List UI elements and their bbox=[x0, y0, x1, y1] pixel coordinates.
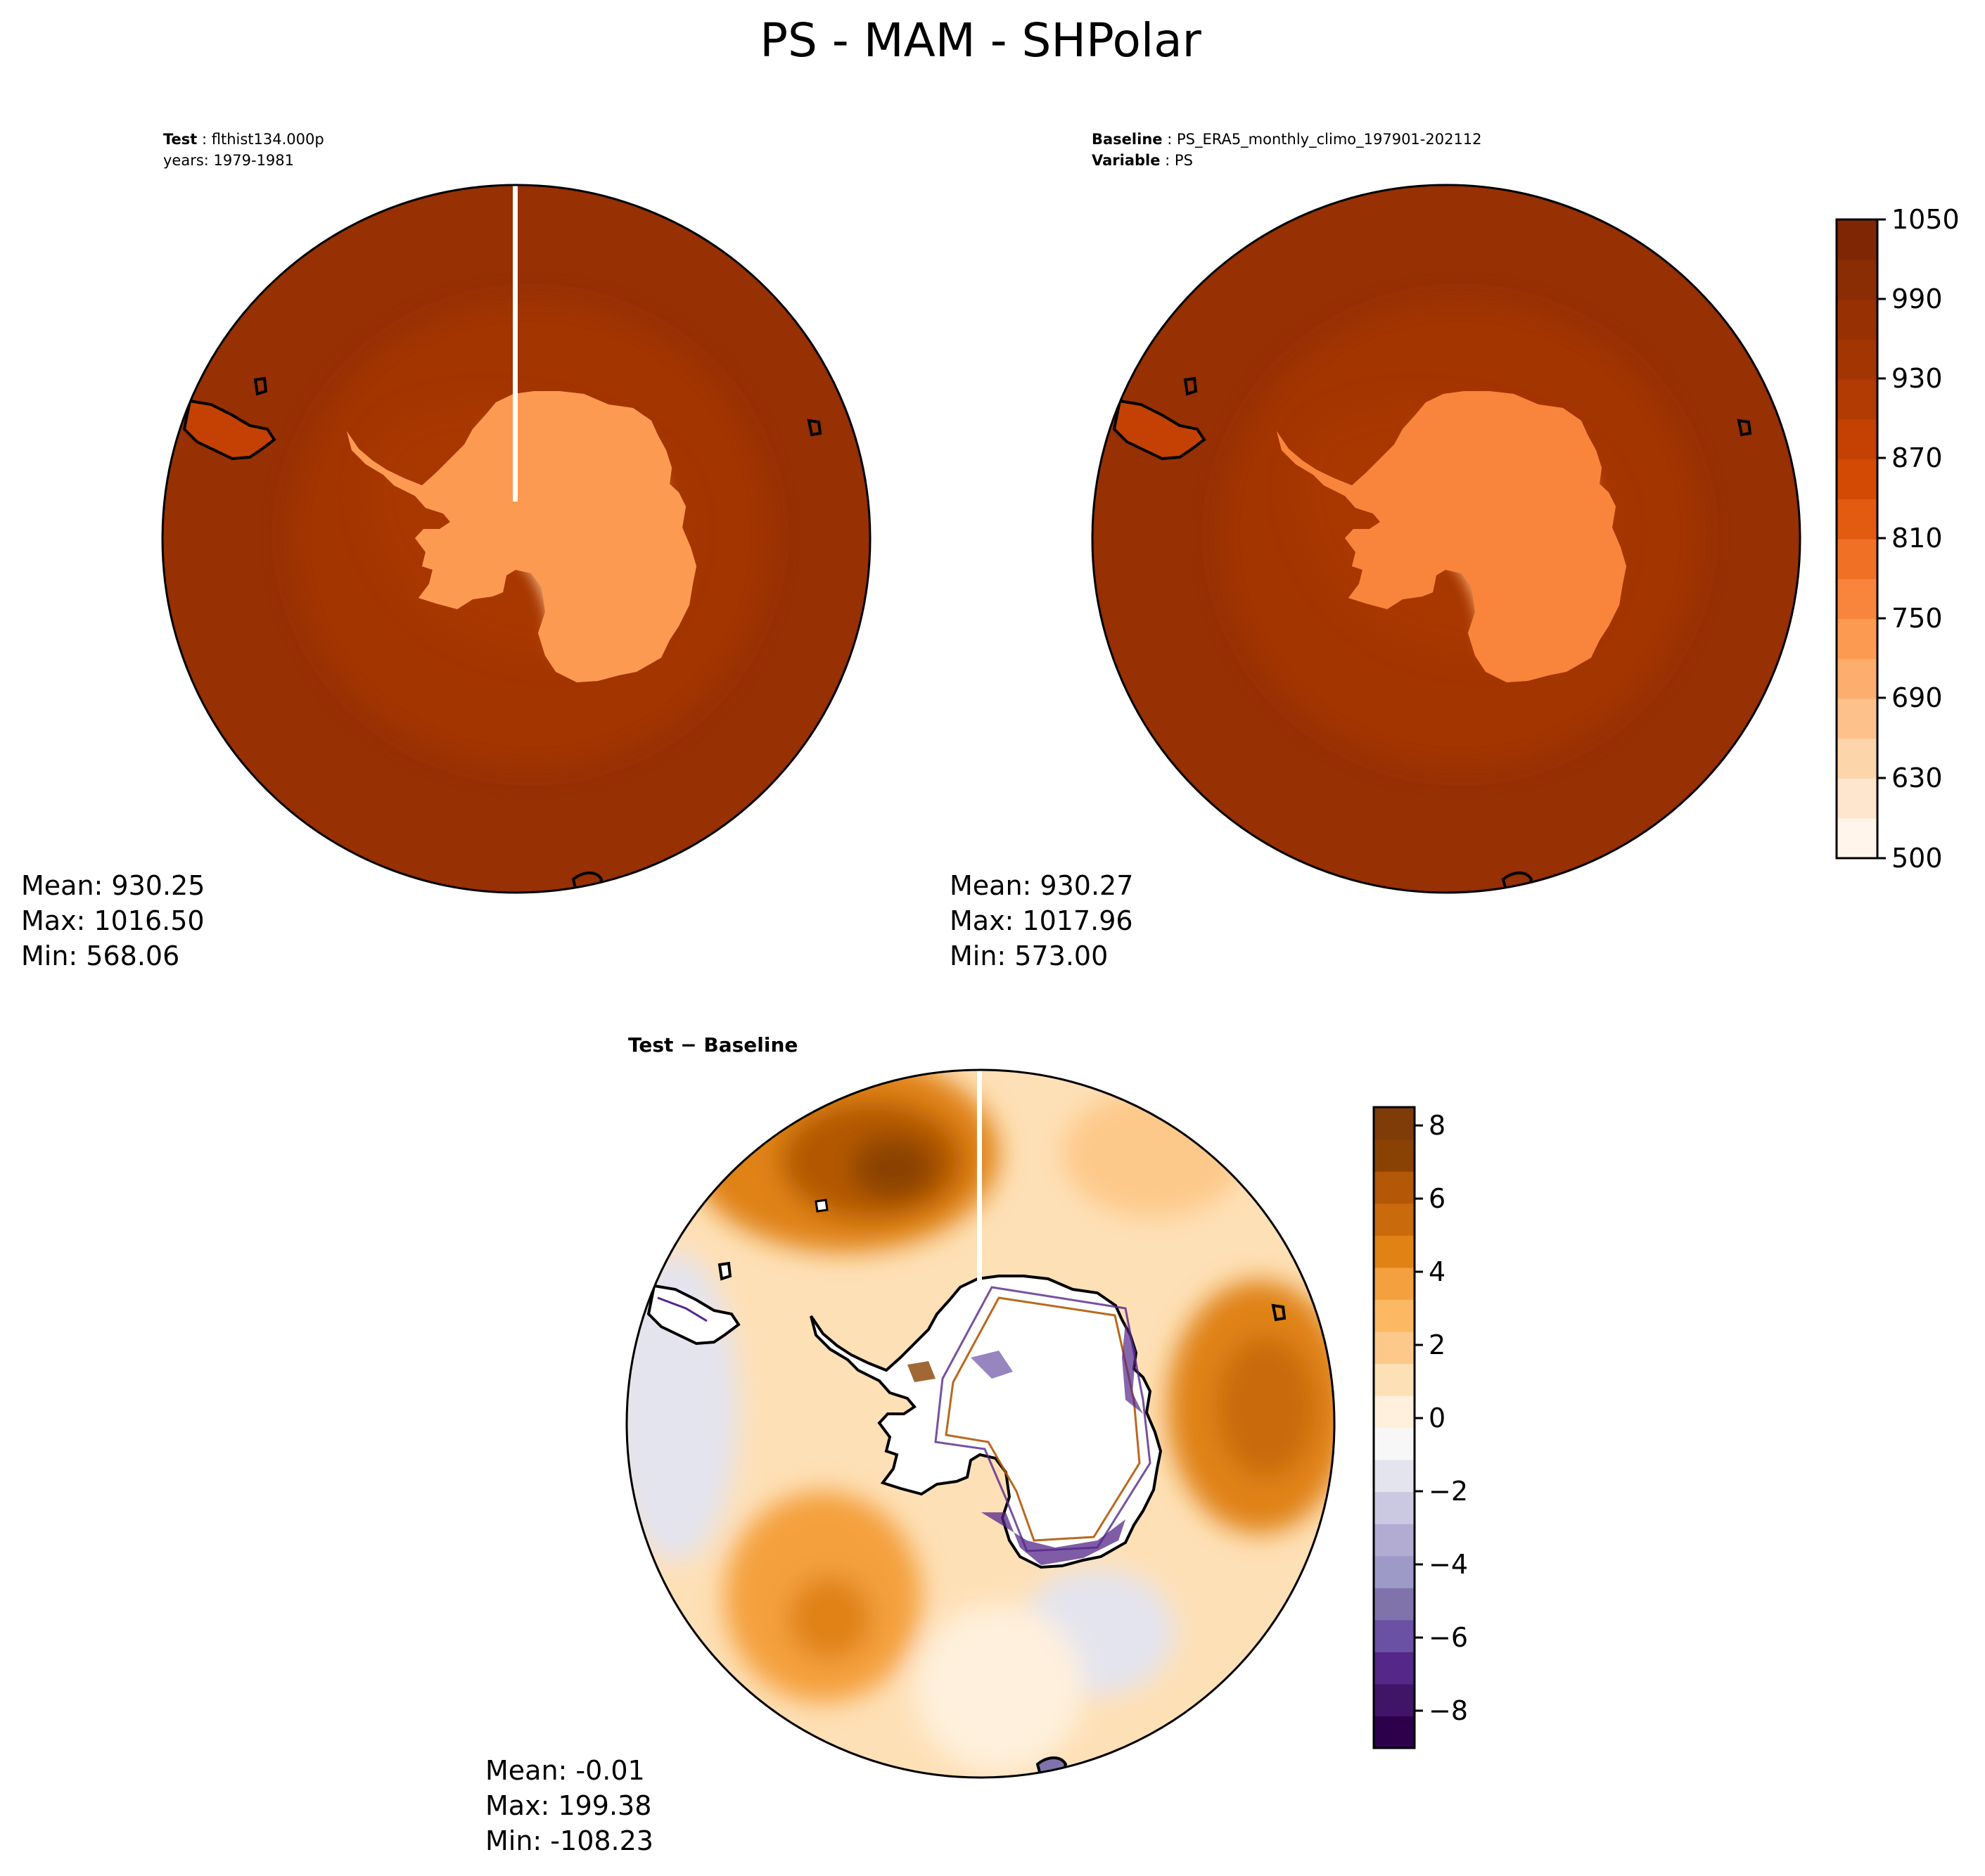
panel-test-stat-max: Max: 1016.50 bbox=[21, 905, 205, 936]
colorbar-segment bbox=[1837, 698, 1877, 739]
colorbar-segment bbox=[1837, 618, 1877, 659]
panel-baseline-head-2: Variable : PS bbox=[1092, 152, 1193, 169]
colorbar-segment bbox=[1374, 1652, 1415, 1685]
colorbar-tick-label: 990 bbox=[1891, 283, 1943, 314]
colorbar-tick-label: 1050 bbox=[1891, 204, 1960, 235]
colorbar-segment bbox=[1374, 1683, 1415, 1717]
panel-test-boundary bbox=[161, 184, 872, 894]
panel-difference-stat-mean: Mean: -0.01 bbox=[485, 1755, 645, 1786]
panel-difference-stat-min: Min: -108.23 bbox=[485, 1825, 653, 1856]
colorbar-segment bbox=[1374, 1139, 1415, 1172]
panel-baseline: Baseline : PS_ERA5_monthly_climo_197901-… bbox=[950, 131, 1801, 971]
colorbar-segment bbox=[1374, 1588, 1415, 1621]
colorbar-segment bbox=[1837, 539, 1877, 580]
panel-test-stat-min: Min: 568.06 bbox=[21, 940, 179, 971]
panel-test-map bbox=[162, 185, 870, 893]
colorbar-segment bbox=[1374, 1331, 1415, 1364]
colorbar-segment bbox=[1837, 658, 1877, 699]
colorbar-tick-label: 870 bbox=[1891, 442, 1943, 473]
colorbar-tick-label: 690 bbox=[1891, 682, 1943, 713]
colorbar-tick-label: −6 bbox=[1429, 1622, 1468, 1653]
colorbar-segment bbox=[1837, 778, 1877, 819]
colorbar-segment bbox=[1837, 299, 1877, 340]
colorbar-frame bbox=[1372, 1106, 1416, 1749]
colorbar-tick-label: 930 bbox=[1891, 363, 1943, 394]
panel-baseline-stat-max: Max: 1017.96 bbox=[950, 905, 1133, 936]
colorbar-segment bbox=[1374, 1299, 1415, 1332]
colorbar-segment bbox=[1374, 1491, 1415, 1524]
panel-test-head-1: Test : flthist134.000p bbox=[163, 131, 324, 148]
colorbar-segment bbox=[1837, 738, 1877, 779]
colorbar-segment bbox=[1374, 1524, 1415, 1557]
colorbar-tick-label: 0 bbox=[1429, 1403, 1445, 1434]
colorbar-segment bbox=[1374, 1107, 1415, 1140]
colorbar-tick-label: −8 bbox=[1429, 1695, 1468, 1726]
colorbar-tick-label: −2 bbox=[1429, 1476, 1468, 1507]
colorbar-segment bbox=[1374, 1555, 1415, 1588]
panel-difference-head: Test − Baseline bbox=[628, 1033, 798, 1057]
colorbar-segment bbox=[1837, 818, 1877, 859]
colorbar-difference: 8 6 4 2 0 −2 −4 −6 −8 bbox=[1372, 1106, 1468, 1749]
colorbar-segment bbox=[1374, 1235, 1415, 1268]
colorbar-tick-label: 750 bbox=[1891, 603, 1943, 634]
figure-title: PS - MAM - SHPolar bbox=[760, 13, 1201, 68]
colorbar-segment bbox=[1374, 1171, 1415, 1204]
colorbar-tick-label: 2 bbox=[1429, 1329, 1445, 1360]
colorbar-segment bbox=[1837, 339, 1877, 380]
colorbar-tick-label: 6 bbox=[1429, 1183, 1445, 1214]
panel-baseline-head-1: Baseline : PS_ERA5_monthly_climo_197901-… bbox=[1092, 131, 1482, 148]
panel-difference-boundary bbox=[625, 1068, 1336, 1779]
colorbar-segment bbox=[1374, 1395, 1415, 1429]
colorbar-tick-label: 630 bbox=[1891, 762, 1943, 793]
colorbar-segment bbox=[1374, 1203, 1415, 1236]
panel-baseline-map bbox=[1092, 185, 1800, 893]
colorbar-tick-label: 500 bbox=[1891, 843, 1943, 874]
colorbar-segment bbox=[1374, 1460, 1415, 1493]
colorbar-tick-label: −4 bbox=[1429, 1549, 1468, 1580]
colorbar-segment bbox=[1837, 459, 1877, 499]
panel-test-stat-mean: Mean: 930.25 bbox=[21, 870, 205, 901]
colorbar-segment bbox=[1374, 1716, 1415, 1749]
colorbar-segment bbox=[1837, 379, 1877, 420]
panel-test: Test : flthist134.000p years: 1979-1981 bbox=[21, 131, 872, 971]
panel-difference: Test − Baseline bbox=[485, 1033, 1336, 1856]
panel-baseline-stat-mean: Mean: 930.27 bbox=[950, 870, 1133, 901]
colorbar-segment bbox=[1837, 499, 1877, 540]
colorbar-tick-label: 8 bbox=[1429, 1110, 1445, 1141]
panel-baseline-boundary bbox=[1091, 184, 1801, 894]
panel-difference-map bbox=[627, 1070, 1334, 1778]
panel-difference-stat-max: Max: 199.38 bbox=[485, 1790, 651, 1821]
colorbar-segment bbox=[1837, 219, 1877, 260]
colorbar-segment bbox=[1837, 259, 1877, 300]
colorbar-segment bbox=[1374, 1267, 1415, 1300]
colorbar-tick-label: 810 bbox=[1891, 523, 1943, 554]
colorbar-segment bbox=[1374, 1427, 1415, 1460]
colorbar-segment bbox=[1374, 1619, 1415, 1652]
colorbar-segment bbox=[1374, 1363, 1415, 1396]
colorbar-ps: 1050 990 930 870 810 750 690 630 500 bbox=[1835, 204, 1960, 874]
panel-baseline-stat-min: Min: 573.00 bbox=[950, 940, 1108, 971]
colorbar-tick-label: 4 bbox=[1429, 1256, 1445, 1287]
panel-test-head-2: years: 1979-1981 bbox=[163, 152, 294, 169]
colorbar-segment bbox=[1837, 578, 1877, 620]
colorbar-segment bbox=[1837, 419, 1877, 460]
